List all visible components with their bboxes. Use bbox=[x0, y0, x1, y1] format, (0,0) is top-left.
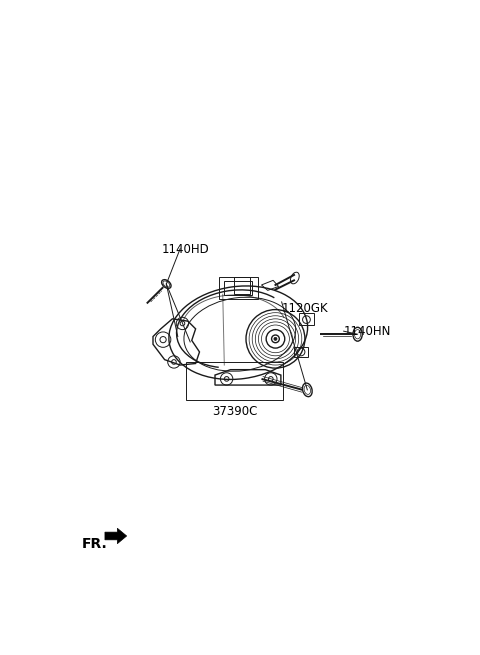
Bar bbox=[234, 277, 250, 294]
Bar bbox=[219, 277, 258, 299]
Bar bbox=[294, 346, 308, 358]
Text: 37390C: 37390C bbox=[212, 405, 257, 418]
Bar bbox=[299, 314, 314, 325]
Text: 1140HN: 1140HN bbox=[344, 325, 391, 338]
Bar bbox=[186, 362, 283, 400]
Polygon shape bbox=[105, 529, 127, 544]
Bar bbox=[224, 281, 252, 295]
Circle shape bbox=[274, 337, 277, 341]
Text: FR.: FR. bbox=[82, 536, 108, 551]
Text: 1140HD: 1140HD bbox=[162, 242, 209, 255]
Text: 1120GK: 1120GK bbox=[282, 302, 328, 315]
